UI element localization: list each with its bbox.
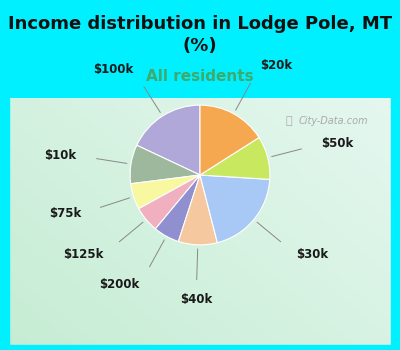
Text: $30k: $30k [296,248,328,261]
Text: $100k: $100k [93,63,133,76]
Text: All residents: All residents [146,69,254,84]
Wedge shape [200,138,270,180]
Text: Income distribution in Lodge Pole, MT
(%): Income distribution in Lodge Pole, MT (%… [8,15,392,55]
Wedge shape [131,175,200,209]
Wedge shape [130,145,200,184]
Wedge shape [137,105,200,175]
Bar [0,98,9,350]
Text: $20k: $20k [260,59,292,72]
Text: $50k: $50k [321,138,353,150]
Text: $10k: $10k [44,149,76,162]
Text: City-Data.com: City-Data.com [298,116,368,126]
Text: $75k: $75k [49,207,81,220]
Wedge shape [200,175,270,243]
Text: ⓘ: ⓘ [286,116,293,126]
Bar [0,345,400,350]
Wedge shape [200,105,259,175]
Wedge shape [156,175,200,242]
Wedge shape [139,175,200,229]
Text: $125k: $125k [63,248,104,261]
Text: $200k: $200k [100,278,140,291]
Text: $40k: $40k [180,293,212,307]
Wedge shape [178,175,217,245]
Bar [391,98,400,350]
